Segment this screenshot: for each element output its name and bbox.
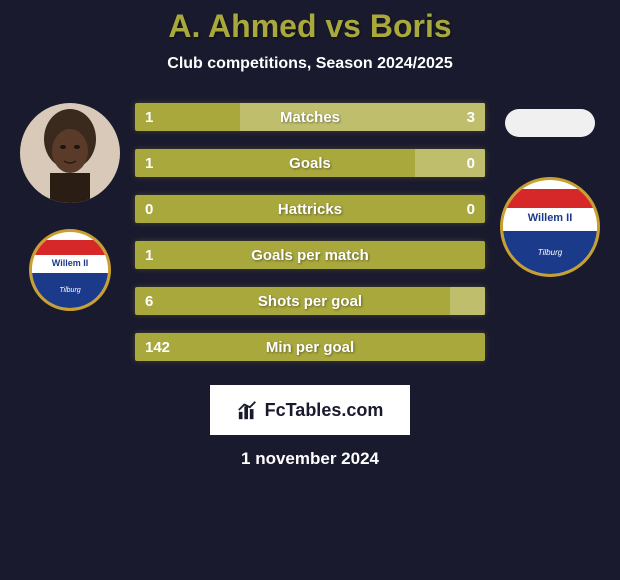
stat-bar: 1Matches3 <box>135 103 485 131</box>
player-right-column: Willem II Tilburg <box>495 103 605 277</box>
player-left-avatar <box>20 103 120 203</box>
main-row: Willem II Tilburg 1Matches31Goals00Hattr… <box>0 103 620 361</box>
stat-label: Goals <box>135 155 485 172</box>
stat-value-right: 3 <box>467 109 475 126</box>
player-right-avatar <box>505 109 595 137</box>
branding-text: FcTables.com <box>265 400 384 421</box>
stat-label: Goals per match <box>135 247 485 264</box>
date-label: 1 november 2024 <box>241 449 379 469</box>
stat-label: Shots per goal <box>135 293 485 310</box>
stat-bar: 1Goals per match <box>135 241 485 269</box>
stat-bar: 142Min per goal <box>135 333 485 361</box>
page-subtitle: Club competitions, Season 2024/2025 <box>167 55 452 73</box>
stat-label: Min per goal <box>135 339 485 356</box>
comparison-card: A. Ahmed vs Boris Club competitions, Sea… <box>0 0 620 580</box>
player-left-club-badge: Willem II Tilburg <box>29 229 111 311</box>
stat-value-right: 0 <box>467 155 475 172</box>
stat-bar: 0Hattricks0 <box>135 195 485 223</box>
stat-value-right: 0 <box>467 201 475 218</box>
page-title: A. Ahmed vs Boris <box>168 8 451 45</box>
bar-chart-icon <box>237 399 259 421</box>
player-right-club-badge: Willem II Tilburg <box>500 177 600 277</box>
stat-bar: 1Goals0 <box>135 149 485 177</box>
stat-label: Hattricks <box>135 201 485 218</box>
club-sub-right: Tilburg <box>538 248 562 257</box>
stat-label: Matches <box>135 109 485 126</box>
club-name-left: Willem II <box>32 258 108 268</box>
branding-badge[interactable]: FcTables.com <box>210 385 410 435</box>
person-icon <box>20 103 120 203</box>
stat-bar: 6Shots per goal <box>135 287 485 315</box>
stats-column: 1Matches31Goals00Hattricks01Goals per ma… <box>135 103 485 361</box>
club-name-right: Willem II <box>503 212 597 224</box>
player-left-column: Willem II Tilburg <box>15 103 125 311</box>
club-sub-left: Tilburg <box>59 287 80 294</box>
